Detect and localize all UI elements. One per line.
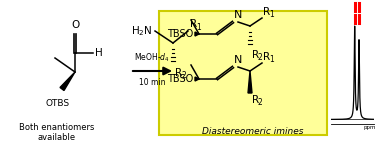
- Text: R: R: [175, 68, 182, 78]
- Text: Both enantiomers
available: Both enantiomers available: [19, 123, 94, 141]
- Text: 1: 1: [269, 55, 274, 64]
- Text: R: R: [263, 7, 270, 17]
- Polygon shape: [248, 71, 252, 93]
- Text: R: R: [190, 19, 197, 29]
- Text: 2: 2: [258, 53, 263, 62]
- Text: 1: 1: [269, 10, 274, 19]
- Polygon shape: [195, 32, 199, 36]
- Text: N: N: [234, 10, 242, 20]
- Text: O: O: [71, 20, 79, 30]
- Polygon shape: [60, 72, 75, 91]
- Text: 1: 1: [196, 23, 201, 32]
- Text: N: N: [234, 55, 242, 65]
- Polygon shape: [195, 77, 199, 81]
- Text: 2: 2: [182, 71, 187, 80]
- Text: R: R: [252, 95, 259, 105]
- Text: 10 min: 10 min: [139, 78, 165, 87]
- Text: TBSO: TBSO: [167, 74, 193, 84]
- Text: OTBS: OTBS: [46, 99, 70, 108]
- Text: Diastereomeric imines: Diastereomeric imines: [202, 127, 304, 136]
- Text: H$_2$N: H$_2$N: [132, 24, 153, 38]
- Bar: [159, 11, 327, 135]
- Text: R: R: [263, 52, 270, 62]
- Text: R: R: [252, 50, 259, 60]
- Text: MeOH-$d_4$: MeOH-$d_4$: [134, 51, 170, 64]
- Text: H: H: [95, 48, 103, 58]
- Text: 2: 2: [258, 98, 263, 107]
- Text: TBSO: TBSO: [167, 29, 193, 39]
